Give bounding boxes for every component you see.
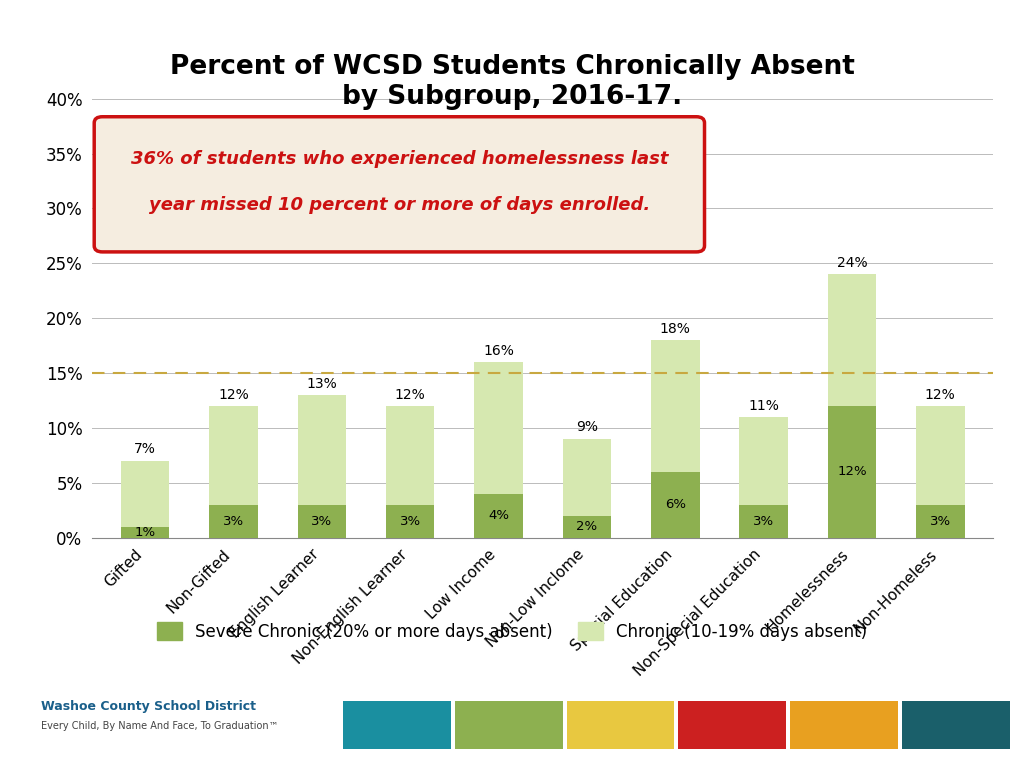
Bar <box>298 395 346 505</box>
Bar <box>386 406 434 505</box>
Text: 3%: 3% <box>223 515 244 528</box>
Bar <box>827 274 877 406</box>
Text: 6%: 6% <box>665 498 686 511</box>
Text: Washoe County School District: Washoe County School District <box>41 700 256 713</box>
Text: 3%: 3% <box>930 515 951 528</box>
Bar <box>739 417 787 505</box>
Bar <box>827 406 877 538</box>
Text: 3%: 3% <box>399 515 421 528</box>
Text: 4%: 4% <box>488 509 509 522</box>
Text: year missed 10 percent or more of days enrolled.: year missed 10 percent or more of days e… <box>148 196 650 214</box>
Bar <box>651 340 699 472</box>
Text: 1%: 1% <box>134 525 156 538</box>
Text: 16%: 16% <box>483 343 514 358</box>
Text: 3%: 3% <box>753 515 774 528</box>
Bar <box>562 515 611 538</box>
Bar <box>916 406 965 505</box>
Bar <box>298 505 346 538</box>
Text: 2%: 2% <box>577 520 597 533</box>
Bar <box>562 439 611 515</box>
Text: 11%: 11% <box>749 399 779 412</box>
Legend: Severe Chronic (20% or more days absent), Chronic (10-19% days absent): Severe Chronic (20% or more days absent)… <box>157 622 867 641</box>
Bar <box>121 527 169 538</box>
Bar <box>739 505 787 538</box>
Text: 18%: 18% <box>659 322 690 336</box>
Text: 3%: 3% <box>311 515 333 528</box>
Text: Percent of WCSD Students Chronically Absent
by Subgroup, 2016-17.: Percent of WCSD Students Chronically Abs… <box>170 54 854 110</box>
Text: 36% of students who experienced homelessness last: 36% of students who experienced homeless… <box>131 150 668 168</box>
Text: 13%: 13% <box>306 376 337 391</box>
Bar <box>916 505 965 538</box>
Text: Every Child, By Name And Face, To Graduation™: Every Child, By Name And Face, To Gradua… <box>41 720 279 731</box>
Text: 12%: 12% <box>837 465 866 478</box>
Text: 12%: 12% <box>218 388 249 402</box>
Text: 12%: 12% <box>925 388 955 402</box>
Bar <box>474 494 523 538</box>
Text: 24%: 24% <box>837 256 867 270</box>
Bar <box>209 406 258 505</box>
Bar <box>209 505 258 538</box>
Text: 12%: 12% <box>395 388 426 402</box>
Text: 7%: 7% <box>134 442 156 456</box>
Bar <box>474 362 523 494</box>
Bar <box>386 505 434 538</box>
Bar <box>121 461 169 527</box>
Bar <box>651 472 699 538</box>
Text: 9%: 9% <box>575 420 598 435</box>
